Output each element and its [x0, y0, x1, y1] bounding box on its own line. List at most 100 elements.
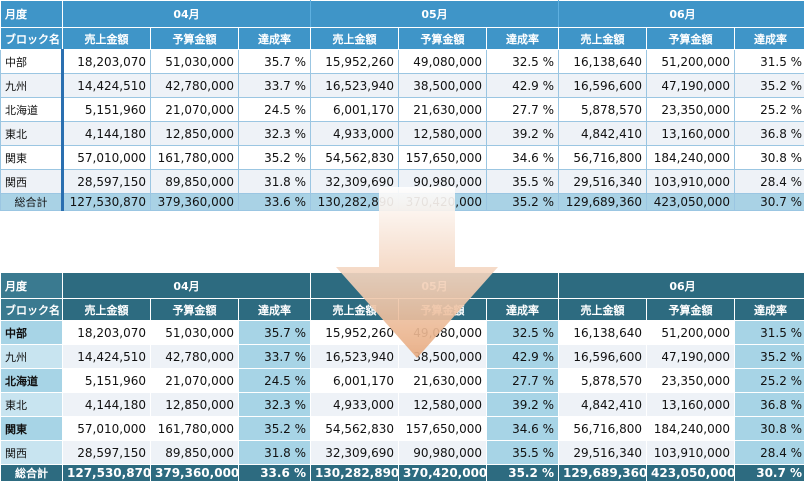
budget-cell: 21,630,000 — [398, 97, 488, 122]
budget-cell: 49,080,000 — [398, 320, 488, 345]
styled-table-body: 中部 18,203,070 51,030,000 35.7 % 15,952,260 49… — [0, 320, 804, 482]
sales-cell: 32,309,690 — [310, 440, 400, 465]
sales-header: 売上金額 — [558, 298, 648, 321]
budget-cell: 12,580,000 — [398, 392, 488, 417]
rate-cell: 42.9 % — [486, 344, 560, 369]
budget-header: 予算金額 — [398, 298, 488, 321]
table-row: 北海道 5,151,960 21,070,000 24.5 % 6,001,170 21,… — [0, 368, 804, 393]
table-row: 東北 4,144,180 12,850,000 32.3 % 4,933,000 12,5… — [0, 392, 804, 417]
sales-cell: 32,309,690 — [310, 169, 400, 194]
budget-cell: 90,980,000 — [398, 440, 488, 465]
table-row: 九州 14,424,510 42,780,000 33.7 % 16,523,940 38… — [0, 344, 804, 369]
sales-cell: 57,010,000 — [62, 416, 151, 441]
sales-cell: 16,596,600 — [558, 344, 648, 369]
budget-cell: 47,190,000 — [646, 73, 736, 98]
sales-cell: 4,144,180 — [62, 392, 151, 417]
rate-cell: 27.7 % — [486, 97, 560, 122]
budget-cell: 184,240,000 — [646, 145, 736, 170]
month-06: 06月 — [558, 0, 804, 28]
sales-header: 売上金額 — [310, 298, 400, 321]
budget-cell: 42,780,000 — [150, 73, 239, 98]
sales-header: 売上金額 — [558, 27, 648, 50]
sales-cell: 6,001,170 — [310, 368, 400, 393]
month-label: 月度 — [0, 0, 63, 28]
rate-cell: 31.5 % — [734, 49, 804, 74]
sales-cell: 130,282,890 — [310, 464, 400, 482]
sales-cell: 16,138,640 — [558, 320, 648, 345]
rate-cell: 28.4 % — [734, 440, 804, 465]
block-name: 九州 — [0, 344, 63, 369]
total-row: 総合計 127,530,870 379,360,000 33.6 % 130,282,8… — [0, 193, 804, 211]
budget-cell: 47,190,000 — [646, 344, 736, 369]
budget-cell: 51,200,000 — [646, 320, 736, 345]
budget-header: 予算金額 — [398, 27, 488, 50]
month-label: 月度 — [0, 272, 63, 299]
budget-cell: 38,500,000 — [398, 344, 488, 369]
sales-cell: 5,151,960 — [62, 97, 151, 122]
sales-cell: 4,933,000 — [310, 121, 400, 146]
rate-cell: 33.6 % — [237, 464, 312, 482]
budget-cell: 157,650,000 — [398, 416, 488, 441]
rate-cell: 32.5 % — [486, 320, 560, 345]
rate-cell: 34.6 % — [486, 145, 560, 170]
rate-cell: 33.6 % — [237, 193, 312, 211]
block-label: ブロック名 — [0, 27, 63, 50]
rate-cell: 42.9 % — [486, 73, 560, 98]
rate-cell: 30.8 % — [734, 145, 804, 170]
sales-header: 売上金額 — [310, 27, 400, 50]
block-name: 九州 — [0, 73, 64, 98]
table-row: 九州 14,424,510 42,780,000 33.7 % 16,523,940 38… — [0, 73, 804, 98]
rate-cell: 34.6 % — [486, 416, 560, 441]
block-name: 中部 — [0, 49, 64, 74]
month-04: 04月 — [61, 0, 312, 28]
table-row: 関東 57,010,000 161,780,000 35.2 % 54,562,830 1… — [0, 145, 804, 170]
budget-cell: 21,630,000 — [398, 368, 488, 393]
budget-cell: 370,420,000 — [398, 464, 488, 482]
budget-cell: 103,910,000 — [646, 440, 736, 465]
budget-cell: 184,240,000 — [646, 416, 736, 441]
rate-cell: 24.5 % — [237, 368, 312, 393]
budget-cell: 51,200,000 — [646, 49, 736, 74]
budget-cell: 23,350,000 — [646, 97, 736, 122]
source-table-body: 中部 18,203,070 51,030,000 35.7 % 15,952,260 49… — [0, 49, 804, 211]
budget-cell: 161,780,000 — [150, 416, 239, 441]
table-row: 北海道 5,151,960 21,070,000 24.5 % 6,001,170 21,… — [0, 97, 804, 122]
sales-cell: 5,151,960 — [62, 368, 151, 393]
rate-cell: 28.4 % — [734, 169, 804, 194]
rate-cell: 35.7 % — [237, 49, 312, 74]
rate-cell: 35.2 % — [734, 73, 804, 98]
budget-cell: 370,420,000 — [398, 193, 488, 211]
rate-header: 達成率 — [734, 298, 804, 321]
sales-cell: 127,530,870 — [62, 464, 151, 482]
rate-cell: 30.8 % — [734, 416, 804, 441]
total-label: 総合計 — [0, 193, 64, 211]
rate-cell: 31.8 % — [237, 440, 312, 465]
rate-cell: 31.8 % — [237, 169, 312, 194]
block-name: 中部 — [0, 320, 63, 345]
block-name: 北海道 — [0, 97, 64, 122]
budget-header: 予算金額 — [646, 298, 736, 321]
column-header-row: ブロック名 売上金額 予算金額 達成率 売上金額 予算金額 達成率 売上金額 予… — [0, 298, 804, 321]
rate-cell: 24.5 % — [237, 97, 312, 122]
table-row: 中部 18,203,070 51,030,000 35.7 % 15,952,260 49… — [0, 320, 804, 345]
budget-cell: 423,050,000 — [646, 464, 736, 482]
table-row: 関西 28,597,150 89,850,000 31.8 % 32,309,690 90… — [0, 169, 804, 194]
rate-header: 達成率 — [486, 298, 560, 321]
budget-header: 予算金額 — [646, 27, 736, 50]
column-header-row: ブロック名 売上金額 予算金額 達成率 売上金額 予算金額 達成率 売上金額 予… — [0, 27, 804, 50]
rate-cell: 36.8 % — [734, 392, 804, 417]
sales-cell: 14,424,510 — [62, 344, 151, 369]
block-name: 北海道 — [0, 368, 63, 393]
budget-cell: 89,850,000 — [150, 169, 239, 194]
month-header-row: 月度 04月 05月 06月 — [0, 0, 804, 28]
rate-cell: 35.7 % — [237, 320, 312, 345]
sales-cell: 18,203,070 — [62, 49, 151, 74]
sales-header: 売上金額 — [62, 298, 151, 321]
block-name: 関東 — [0, 145, 64, 170]
month-04: 04月 — [61, 272, 312, 299]
sales-cell: 54,562,830 — [310, 145, 400, 170]
block-name: 関西 — [0, 440, 63, 465]
rate-cell: 35.2 % — [734, 344, 804, 369]
block-label: ブロック名 — [0, 298, 63, 321]
sales-cell: 5,878,570 — [558, 97, 648, 122]
